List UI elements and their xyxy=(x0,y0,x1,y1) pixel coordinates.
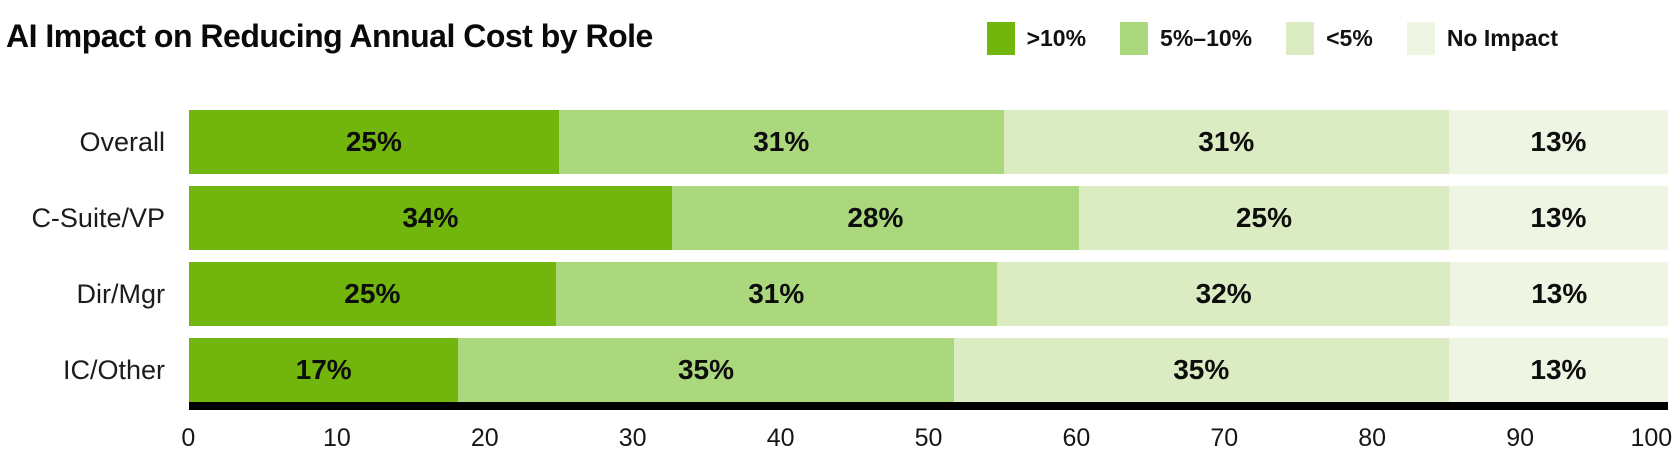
category-label: Dir/Mgr xyxy=(76,278,166,309)
bar-segment: 25% xyxy=(1079,186,1449,250)
legend-swatch-icon xyxy=(1286,22,1315,55)
x-axis-ticks: 0 10 20 30 40 50 60 70 80 90 100 xyxy=(181,424,1672,456)
x-axis-tick-label: 40 xyxy=(766,424,795,452)
bar-track: 17% 35% 35% 13% xyxy=(189,338,1668,402)
x-axis-tick-label: 90 xyxy=(1506,424,1534,452)
legend-item: <5% xyxy=(1286,22,1373,55)
segment-value-label: 25% xyxy=(345,126,402,157)
legend-label: <5% xyxy=(1326,25,1373,51)
bar-row: C-Suite/VP 34% 28% 25% 13% xyxy=(0,186,1680,250)
x-axis-tick-label: 10 xyxy=(322,424,351,452)
segment-value-label: 13% xyxy=(1530,126,1587,157)
segment-value-label: 32% xyxy=(1195,278,1252,309)
bar-segment: 28% xyxy=(671,186,1080,250)
segment-value-label: 13% xyxy=(1530,354,1587,385)
legend-swatch-icon xyxy=(1406,22,1435,55)
bar-segment: 25% xyxy=(189,262,556,326)
segment-value-label: 31% xyxy=(748,278,805,309)
x-axis-line xyxy=(189,402,1668,410)
bar-segment: 35% xyxy=(953,338,1449,402)
legend-label: >10% xyxy=(1026,25,1087,51)
legend-item: No Impact xyxy=(1406,22,1558,55)
legend-label: 5%–10% xyxy=(1160,25,1253,51)
chart-title: AI Impact on Reducing Annual Cost by Rol… xyxy=(6,18,653,54)
bar-segment: 31% xyxy=(1003,110,1449,174)
bar-track: 25% 31% 31% 13% xyxy=(189,110,1668,174)
bar-segment: 31% xyxy=(558,110,1004,174)
bar-segment: 13% xyxy=(1448,338,1668,402)
bar-segment: 31% xyxy=(555,262,997,326)
x-axis-tick-label: 50 xyxy=(914,424,943,452)
bar-row: Dir/Mgr 25% 31% 32% 13% xyxy=(0,262,1680,326)
segment-value-label: 35% xyxy=(1173,354,1230,385)
bar-segment: 13% xyxy=(1448,186,1668,250)
x-axis-tick-label: 70 xyxy=(1210,424,1239,452)
segment-value-label: 28% xyxy=(847,202,904,233)
bar-segment: 13% xyxy=(1450,262,1668,326)
bar-segment: 35% xyxy=(458,338,954,402)
legend-label: No Impact xyxy=(1446,25,1558,51)
bar-row: Overall 25% 31% 31% 13% xyxy=(0,110,1680,174)
segment-value-label: 34% xyxy=(402,202,459,233)
segment-value-label: 35% xyxy=(677,354,734,385)
legend-item: >10% xyxy=(986,22,1087,55)
segment-value-label: 31% xyxy=(753,126,810,157)
bar-row: IC/Other 17% 35% 35% 13% xyxy=(0,338,1680,402)
segment-value-label: 25% xyxy=(344,278,401,309)
category-label: C-Suite/VP xyxy=(31,202,165,233)
x-axis-tick-label: 60 xyxy=(1062,424,1091,452)
segment-value-label: 31% xyxy=(1198,126,1255,157)
bar-track: 34% 28% 25% 13% xyxy=(189,186,1668,250)
bar-segment: 34% xyxy=(189,186,672,250)
bar-segment: 17% xyxy=(189,338,459,402)
category-label: IC/Other xyxy=(62,354,165,385)
legend: >10% 5%–10% <5% No Impact xyxy=(986,22,1558,55)
legend-swatch-icon xyxy=(986,22,1015,55)
x-axis-tick-label: 20 xyxy=(470,424,499,452)
segment-value-label: 17% xyxy=(295,354,352,385)
bar-rows: Overall 25% 31% 31% 13% C-Suite/VP 34% 28% 25% 13… xyxy=(0,110,1680,402)
bar-segment: 13% xyxy=(1448,110,1668,174)
segment-value-label: 13% xyxy=(1531,278,1588,309)
x-axis-tick-label: 80 xyxy=(1358,424,1387,452)
legend-swatch-icon xyxy=(1120,22,1149,55)
legend-item: 5%–10% xyxy=(1120,22,1252,55)
x-axis-tick-label: 30 xyxy=(618,424,647,452)
bar-segment: 32% xyxy=(996,262,1451,326)
category-label: Overall xyxy=(79,126,165,157)
bar-track: 25% 31% 32% 13% xyxy=(189,262,1668,326)
x-axis-tick-label: 100 xyxy=(1630,424,1673,452)
segment-value-label: 13% xyxy=(1530,202,1587,233)
bar-segment: 25% xyxy=(189,110,559,174)
chart-header: AI Impact on Reducing Annual Cost by Rol… xyxy=(0,0,1680,62)
x-axis-tick-label: 0 xyxy=(181,424,196,452)
segment-value-label: 25% xyxy=(1235,202,1292,233)
